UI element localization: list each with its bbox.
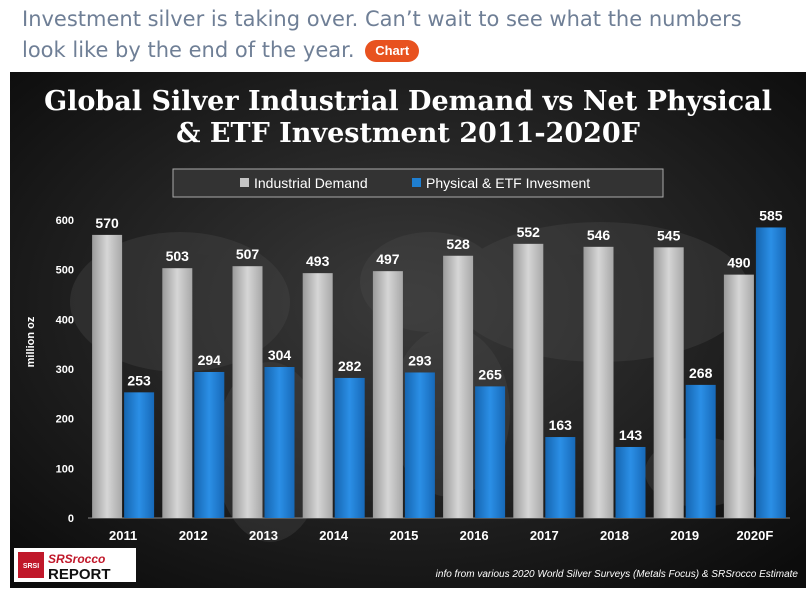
data-label-investment: 304 [268,347,292,363]
bar-investment-2012 [194,371,225,518]
srsrocco-logo: SRSI SRSrocco REPORT [14,548,136,583]
x-tick-label: 2019 [670,528,699,543]
y-tick-label: 200 [56,414,74,426]
bars: 570 253 503 294 507 304 493 282 497 293 528 265 552 1… [92,207,786,519]
y-axis-label: million oz [25,316,37,367]
data-label-industrial: 528 [446,236,470,252]
data-label-industrial: 503 [166,248,190,264]
data-label-industrial: 570 [95,215,119,231]
data-label-industrial: 497 [376,251,400,267]
data-label-industrial: 545 [657,227,681,243]
bar-industrial-2019 [653,247,684,519]
post-text: Investment silver is taking over. Can’t … [22,4,792,66]
bar-investment-2018 [615,446,646,518]
bar-investment-2016 [475,386,506,518]
bar-investment-2020F [755,227,786,518]
bar-industrial-2018 [583,246,614,518]
y-tick-label: 100 [56,463,74,475]
logo-seal [18,552,44,578]
x-tick-label: 2017 [530,528,559,543]
bar-industrial-2013 [232,266,263,518]
bar-investment-2019 [685,384,716,518]
data-label-investment: 268 [689,365,713,381]
x-tick-label: 2014 [319,528,349,543]
data-label-investment: 253 [127,372,151,388]
legend-label-investment: Physical & ETF Invesment [426,175,590,191]
x-tick-label: 2018 [600,528,629,543]
chart-title-line-2: & ETF Investment 2011-2020F [176,118,640,149]
bar-investment-2011 [124,392,155,518]
data-label-investment: 585 [759,207,783,223]
x-tick-label: 2013 [249,528,278,543]
data-label-industrial: 490 [727,255,751,271]
y-tick-label: 300 [56,364,74,376]
bar-industrial-2015 [372,271,403,518]
data-label-investment: 143 [619,427,643,443]
legend-swatch-industrial [240,178,249,187]
legend-label-industrial: Industrial Demand [254,175,368,191]
logo-seal-text: SRSI [23,563,39,570]
bar-investment-2013 [264,367,295,518]
y-tick-label: 500 [56,265,74,277]
bar-investment-2014 [334,377,365,518]
bar-investment-2015 [404,372,435,518]
y-axis-ticks: 0 100 200 300 400 500 600 [56,215,74,525]
chart-badge[interactable]: Chart [365,40,420,62]
x-tick-label: 2011 [109,528,137,543]
chart-image: Global Silver Industrial Demand vs Net P… [10,72,806,588]
x-tick-label: 2012 [179,528,208,543]
logo-text-bottom: REPORT [48,566,111,583]
x-tick-label: 2016 [460,528,489,543]
data-label-industrial: 552 [517,224,541,240]
chart-title-line-1: Global Silver Industrial Demand vs Net P… [44,86,772,117]
y-tick-label: 400 [56,314,74,326]
x-tick-label: 2015 [389,528,418,543]
bar-industrial-2012 [162,268,193,518]
bar-chart: Global Silver Industrial Demand vs Net P… [10,72,806,588]
data-label-industrial: 493 [306,253,330,269]
legend: Industrial Demand Physical & ETF Invesme… [172,168,664,198]
x-tick-label: 2020F [736,528,773,543]
data-label-investment: 282 [338,358,362,374]
post-caption: Investment silver is taking over. Can’t … [22,7,742,62]
y-tick-label: 0 [68,513,74,525]
data-label-industrial: 546 [587,227,611,243]
data-label-investment: 294 [198,352,222,368]
bar-industrial-2016 [443,255,474,518]
data-label-investment: 265 [478,366,502,382]
bar-industrial-2011 [92,234,123,518]
bar-industrial-2014 [302,273,333,518]
bar-industrial-2020F [723,274,754,518]
x-axis-categories: 2011 2012 2013 2014 2015 2016 2017 2018 2019 2020… [109,528,773,543]
legend-swatch-investment [412,178,421,187]
logo-text-top: SRSrocco [48,552,105,566]
bar-investment-2017 [545,437,576,518]
data-label-investment: 293 [408,352,432,368]
source-note: info from various 2020 World Silver Surv… [436,569,799,580]
bar-industrial-2017 [513,243,544,518]
data-label-investment: 163 [549,417,573,433]
y-tick-label: 600 [56,215,74,227]
data-label-industrial: 507 [236,246,260,262]
